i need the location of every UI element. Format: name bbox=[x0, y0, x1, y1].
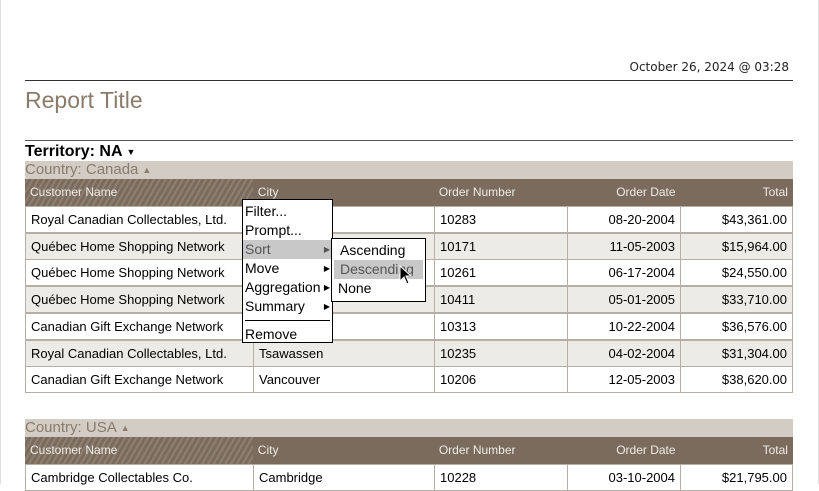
caret-up-icon[interactable]: ▲ bbox=[142, 165, 152, 176]
table-cell[interactable]: Cambridge bbox=[253, 464, 435, 491]
report-date: October 26, 2024 @ 03:28 bbox=[629, 60, 790, 74]
table-cell[interactable]: $15,964.00 bbox=[680, 232, 793, 260]
table-cell[interactable]: 10171 bbox=[434, 232, 568, 260]
menu-item-remove[interactable]: Remove bbox=[245, 326, 298, 342]
table-cell[interactable]: $38,620.00 bbox=[680, 366, 793, 394]
menu-item-filter[interactable]: Filter... bbox=[245, 203, 288, 219]
column-header[interactable]: Total bbox=[681, 179, 793, 206]
table-cell[interactable]: Tsawassen bbox=[253, 339, 435, 367]
column-header-label: Total bbox=[762, 443, 788, 457]
table-cell[interactable]: 05-01-2005 bbox=[567, 286, 681, 314]
submenu-arrow-icon: ▶ bbox=[323, 245, 330, 254]
column-header-label: City bbox=[257, 185, 279, 199]
column-header-label: Order Number bbox=[438, 443, 516, 457]
column-header-label: Order Date bbox=[616, 443, 676, 457]
group-label: Country: USA bbox=[25, 419, 117, 436]
table-cell[interactable]: $31,304.00 bbox=[680, 339, 793, 367]
table-header: Customer Name City Order Number Order Date T… bbox=[25, 179, 793, 206]
column-header[interactable]: Customer Name bbox=[25, 437, 253, 464]
menu-item-move[interactable]: Move ▶ bbox=[243, 259, 332, 278]
table-cell[interactable]: Royal Canadian Collectables, Ltd. bbox=[25, 206, 254, 233]
column-header[interactable]: Order Date bbox=[567, 179, 680, 206]
table-row: Canadian Gift Exchange Network 10313 10-22… bbox=[25, 312, 793, 340]
table-cell[interactable]: Québec Home Shopping Network bbox=[25, 259, 254, 287]
table-header: Customer Name City Order Number Order Date T… bbox=[25, 437, 793, 464]
column-header[interactable]: Order Number bbox=[434, 179, 567, 206]
submenu-arrow-icon: ▶ bbox=[323, 302, 330, 311]
table-cell[interactable]: 10313 bbox=[434, 312, 568, 340]
column-header-label: Order Date bbox=[616, 185, 676, 199]
menu-item-aggregation[interactable]: Aggregation ▶ bbox=[243, 278, 332, 297]
table-cell[interactable]: Canadian Gift Exchange Network bbox=[25, 366, 254, 394]
column-header-label: Customer Name bbox=[30, 443, 118, 457]
table-row: Cambridge Collectables Co. Cambridge 10228… bbox=[25, 464, 793, 491]
divider bbox=[25, 80, 793, 81]
table-cell[interactable]: 03-10-2004 bbox=[567, 464, 681, 491]
table-cell[interactable]: 10206 bbox=[434, 366, 568, 394]
menu-item-label: Move bbox=[245, 260, 280, 276]
table-cell[interactable]: $33,710.00 bbox=[680, 286, 793, 314]
column-header-label: Total bbox=[762, 185, 788, 199]
table-cell[interactable]: 10411 bbox=[434, 286, 568, 314]
table-cell[interactable]: $43,361.00 bbox=[680, 206, 793, 233]
menu-item-sort[interactable]: Sort ▶ bbox=[243, 240, 332, 259]
table-cell[interactable]: Vancouver bbox=[253, 366, 435, 394]
table-cell[interactable]: 10228 bbox=[434, 464, 568, 491]
group-label: Country: Canada bbox=[25, 161, 139, 178]
caret-up-icon[interactable]: ▲ bbox=[120, 423, 130, 434]
report-title: Report Title bbox=[25, 87, 143, 113]
column-header[interactable]: Total bbox=[681, 437, 793, 464]
caret-down-icon[interactable]: ▼ bbox=[126, 146, 136, 157]
menu-item-none[interactable]: None bbox=[338, 280, 372, 296]
menu-item-summary[interactable]: Summary ▶ bbox=[243, 297, 332, 316]
table-cell[interactable]: Royal Canadian Collectables, Ltd. bbox=[25, 339, 254, 367]
table-cell[interactable]: Cambridge Collectables Co. bbox=[25, 464, 254, 491]
menu-item-prompt[interactable]: Prompt... bbox=[245, 222, 302, 238]
country-group-header[interactable]: Country: USA ▲ bbox=[25, 419, 793, 437]
table-cell[interactable]: $36,576.00 bbox=[680, 312, 793, 340]
table-cell[interactable]: Québec Home Shopping Network bbox=[25, 286, 254, 314]
table-cell[interactable]: 10283 bbox=[434, 206, 568, 233]
table-cell[interactable]: Québec Home Shopping Network bbox=[25, 232, 254, 260]
column-header-label: City bbox=[257, 443, 279, 457]
table-row: Canadian Gift Exchange Network Vancouver 1… bbox=[25, 366, 793, 394]
context-menu: Filter... Prompt... Sort ▶ Move ▶ Aggregat… bbox=[242, 199, 333, 343]
column-header-label: Order Number bbox=[438, 185, 516, 199]
table-cell[interactable]: 12-05-2003 bbox=[567, 366, 681, 394]
country-group-header[interactable]: Country: Canada ▲ bbox=[25, 161, 793, 179]
table-cell[interactable]: $24,550.00 bbox=[680, 259, 793, 287]
menu-separator bbox=[245, 320, 330, 321]
column-header[interactable]: City bbox=[253, 437, 434, 464]
column-header[interactable]: Customer Name bbox=[25, 179, 253, 206]
submenu-arrow-icon: ▶ bbox=[323, 264, 330, 273]
table-cell[interactable]: 08-20-2004 bbox=[567, 206, 681, 233]
table-cell[interactable]: Canadian Gift Exchange Network bbox=[25, 312, 254, 340]
column-header[interactable]: Order Date bbox=[567, 437, 680, 464]
submenu-arrow-icon: ▶ bbox=[323, 283, 330, 292]
table-cell[interactable]: 10261 bbox=[434, 259, 568, 287]
menu-item-label: Sort bbox=[245, 241, 271, 257]
menu-item-ascending[interactable]: Ascending bbox=[340, 242, 406, 258]
menu-item-label: Summary bbox=[245, 298, 305, 314]
divider bbox=[25, 140, 793, 141]
territory-group-header[interactable]: Territory: NA ▼ bbox=[25, 143, 135, 161]
table-row: Royal Canadian Collectables, Ltd. Tsawass… bbox=[25, 339, 793, 367]
mouse-cursor-icon bbox=[399, 265, 413, 285]
territory-label: Territory: NA bbox=[25, 143, 123, 160]
table-cell[interactable]: 11-05-2003 bbox=[567, 232, 681, 260]
table-cell[interactable]: 10-22-2004 bbox=[567, 312, 681, 340]
column-header[interactable]: City bbox=[253, 179, 434, 206]
table-cell[interactable]: 04-02-2004 bbox=[567, 339, 681, 367]
table-row: Royal Canadian Collectables, Ltd. 10283 08… bbox=[25, 206, 793, 233]
table-cell[interactable]: 06-17-2004 bbox=[567, 259, 681, 287]
menu-item-label: Aggregation bbox=[245, 279, 321, 295]
column-header-label: Customer Name bbox=[30, 185, 118, 199]
table-cell[interactable]: 10235 bbox=[434, 339, 568, 367]
column-header[interactable]: Order Number bbox=[434, 437, 567, 464]
table-cell[interactable]: $21,795.00 bbox=[680, 464, 793, 491]
